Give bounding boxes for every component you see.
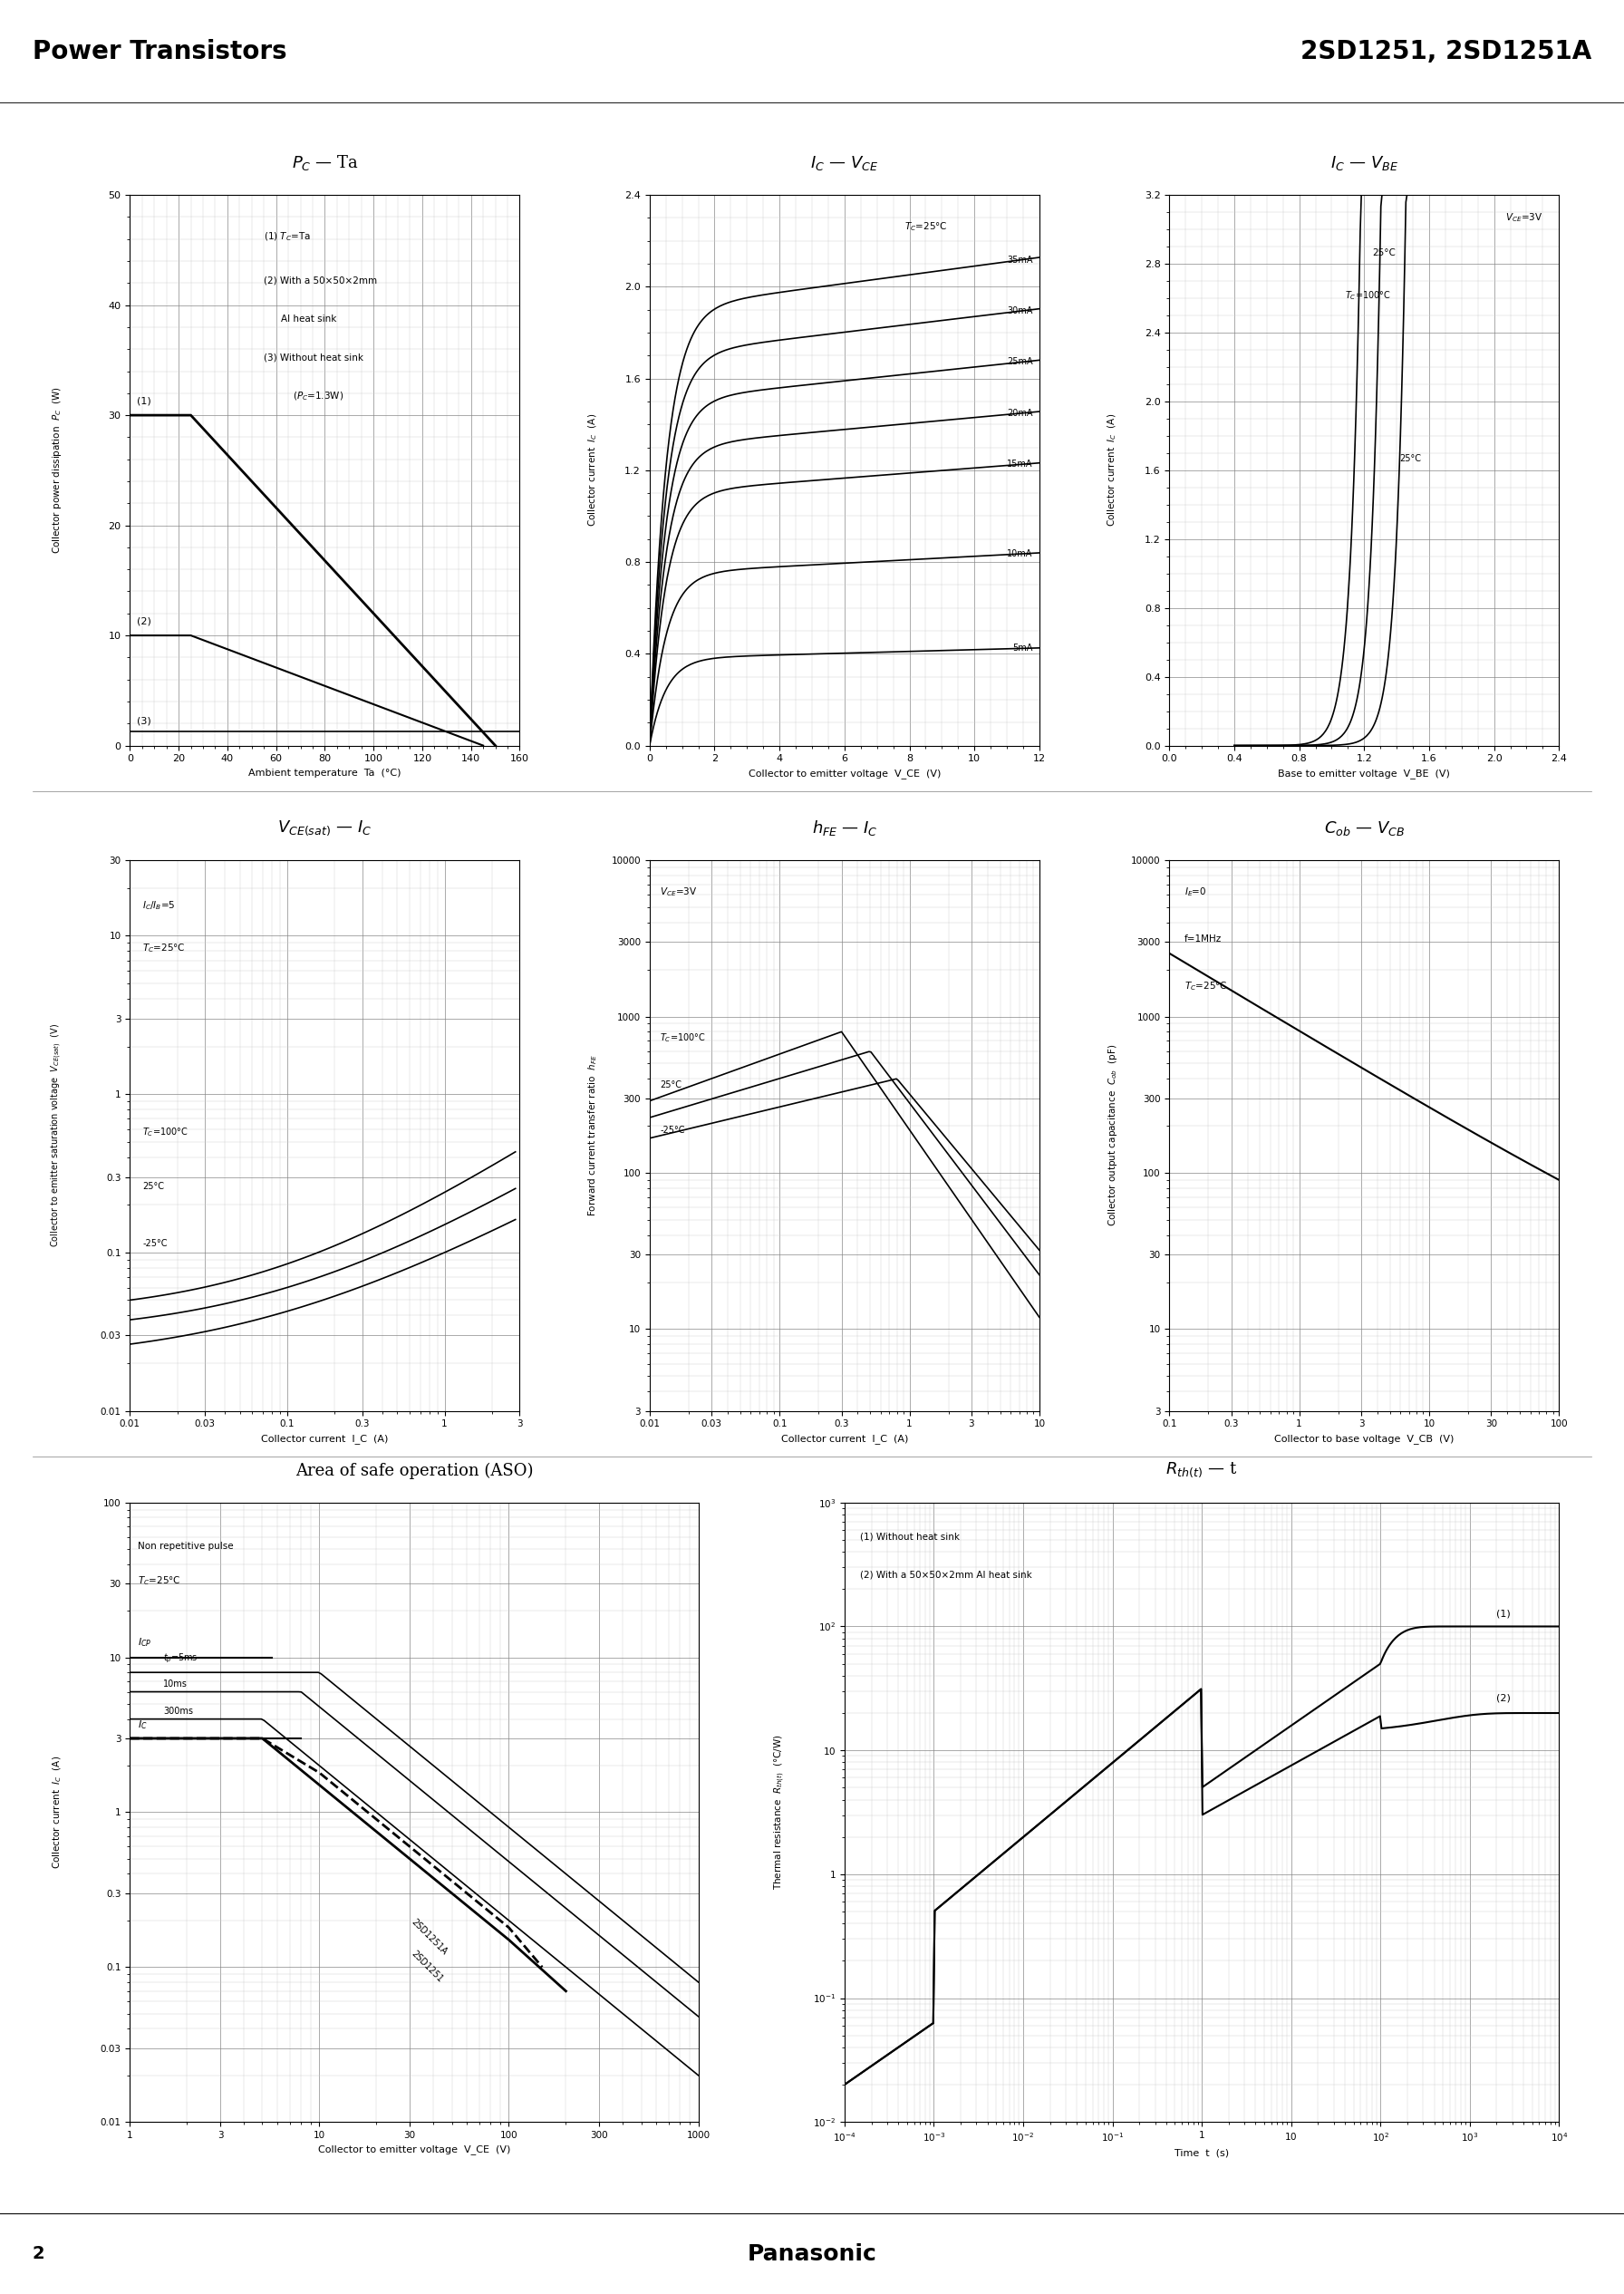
Text: $I_{CP}$: $I_{CP}$ (138, 1636, 151, 1649)
Text: $R_{th(t)}$ — t: $R_{th(t)}$ — t (1166, 1461, 1237, 1480)
Text: $T_C$=100°C: $T_C$=100°C (143, 1126, 188, 1138)
Text: Collector to emitter saturation voltage  $V_{CE(sat)}$  (V): Collector to emitter saturation voltage … (50, 1023, 63, 1248)
Text: f=1MHz: f=1MHz (1184, 934, 1221, 943)
X-axis label: Collector to emitter voltage  V_CE  (V): Collector to emitter voltage V_CE (V) (749, 768, 940, 778)
Text: Power Transistors: Power Transistors (32, 39, 287, 64)
Text: (2) With a 50×50×2mm Al heat sink: (2) With a 50×50×2mm Al heat sink (861, 1569, 1033, 1578)
Text: 5mA: 5mA (1013, 645, 1033, 654)
Text: 10ms: 10ms (164, 1679, 188, 1688)
Text: 20mA: 20mA (1007, 408, 1033, 418)
Text: $T_C$=25°C: $T_C$=25°C (138, 1574, 180, 1587)
X-axis label: Ambient temperature  Ta  (°C): Ambient temperature Ta (°C) (248, 768, 401, 778)
Text: $V_{CE(sat)}$ — $I_C$: $V_{CE(sat)}$ — $I_C$ (278, 819, 372, 837)
Text: (3) Without heat sink: (3) Without heat sink (263, 353, 364, 362)
Text: 25°C: 25°C (1400, 454, 1421, 463)
Text: $I_E$=0: $I_E$=0 (1184, 885, 1207, 899)
Text: $I_C/I_B$=5: $I_C/I_B$=5 (143, 899, 175, 911)
Text: (3): (3) (136, 716, 151, 725)
Text: (1): (1) (1497, 1610, 1510, 1620)
Text: $I_C$: $I_C$ (138, 1718, 148, 1732)
Text: (1) Without heat sink: (1) Without heat sink (861, 1532, 960, 1542)
Text: $T_C$=100°C: $T_C$=100°C (1345, 289, 1390, 303)
Text: 25°C: 25°C (143, 1181, 164, 1191)
X-axis label: Time  t  (s): Time t (s) (1174, 2147, 1229, 2156)
Text: (2) With a 50×50×2mm: (2) With a 50×50×2mm (263, 275, 377, 284)
Text: $T_C$=25°C: $T_C$=25°C (905, 220, 947, 234)
Text: (2): (2) (1497, 1693, 1510, 1702)
Text: Collector current  $I_C$  (A): Collector current $I_C$ (A) (1106, 413, 1119, 528)
Text: 2SD1251: 2SD1251 (409, 1950, 445, 1984)
Text: Area of safe operation (ASO): Area of safe operation (ASO) (296, 1464, 533, 1480)
Text: 15mA: 15mA (1007, 459, 1033, 468)
X-axis label: Collector current  I_C  (A): Collector current I_C (A) (261, 1434, 388, 1443)
Text: $t_p$=5ms: $t_p$=5ms (164, 1652, 198, 1665)
Text: $C_{ob}$ — $V_{CB}$: $C_{ob}$ — $V_{CB}$ (1324, 819, 1405, 837)
Text: Non repetitive pulse: Non repetitive pulse (138, 1542, 234, 1551)
Text: 10mA: 10mA (1007, 548, 1033, 557)
Text: 30mA: 30mA (1007, 307, 1033, 317)
Text: 25°C: 25°C (659, 1080, 682, 1090)
Text: Al heat sink: Al heat sink (281, 314, 336, 323)
Text: -25°C: -25°C (659, 1126, 685, 1136)
Text: Forward current transfer ratio  $h_{FE}$: Forward current transfer ratio $h_{FE}$ (586, 1055, 599, 1216)
Text: (2): (2) (136, 617, 151, 626)
Text: (1): (1) (136, 397, 151, 406)
Text: 2SD1251, 2SD1251A: 2SD1251, 2SD1251A (1301, 39, 1592, 64)
Text: Collector current  $I_C$  (A): Collector current $I_C$ (A) (50, 1755, 63, 1870)
Text: Thermal resistance  $R_{th(t)}$  (°C/W): Thermal resistance $R_{th(t)}$ (°C/W) (773, 1734, 786, 1890)
Text: $V_{CE}$=3V: $V_{CE}$=3V (1505, 211, 1543, 225)
X-axis label: Collector current  I_C  (A): Collector current I_C (A) (781, 1434, 908, 1443)
Text: Collector output capacitance  $C_{ob}$  (pF): Collector output capacitance $C_{ob}$ (p… (1106, 1044, 1119, 1227)
Text: ($P_C$=1.3W): ($P_C$=1.3W) (292, 390, 344, 401)
Text: -25°C: -25°C (143, 1239, 167, 1248)
Text: $P_C$ — Ta: $P_C$ — Ta (291, 154, 359, 172)
Text: $T_C$=25°C: $T_C$=25°C (143, 943, 185, 954)
Text: 2: 2 (32, 2246, 45, 2262)
Text: $I_C$ — $V_{BE}$: $I_C$ — $V_{BE}$ (1330, 154, 1398, 172)
Text: 300ms: 300ms (164, 1707, 193, 1716)
Text: 35mA: 35mA (1007, 255, 1033, 264)
Text: Collector current  $I_C$  (A): Collector current $I_C$ (A) (586, 413, 599, 528)
Text: $T_C$=25°C: $T_C$=25°C (1184, 980, 1228, 993)
Text: $T_C$=100°C: $T_C$=100°C (659, 1032, 706, 1044)
Text: 25mA: 25mA (1007, 358, 1033, 367)
Text: Panasonic: Panasonic (747, 2244, 877, 2264)
Text: $V_{CE}$=3V: $V_{CE}$=3V (659, 885, 697, 899)
X-axis label: Base to emitter voltage  V_BE  (V): Base to emitter voltage V_BE (V) (1278, 768, 1450, 778)
X-axis label: Collector to base voltage  V_CB  (V): Collector to base voltage V_CB (V) (1275, 1434, 1453, 1443)
Text: (1) $T_C$=Ta: (1) $T_C$=Ta (263, 229, 312, 243)
Text: $I_C$ — $V_{CE}$: $I_C$ — $V_{CE}$ (810, 154, 879, 172)
Text: $h_{FE}$ — $I_C$: $h_{FE}$ — $I_C$ (812, 819, 877, 837)
Text: Collector power dissipation  $P_C$  (W): Collector power dissipation $P_C$ (W) (50, 385, 63, 555)
X-axis label: Collector to emitter voltage  V_CE  (V): Collector to emitter voltage V_CE (V) (318, 2145, 510, 2154)
Text: 25°C: 25°C (1372, 248, 1395, 257)
Text: 2SD1251A: 2SD1251A (409, 1918, 450, 1957)
